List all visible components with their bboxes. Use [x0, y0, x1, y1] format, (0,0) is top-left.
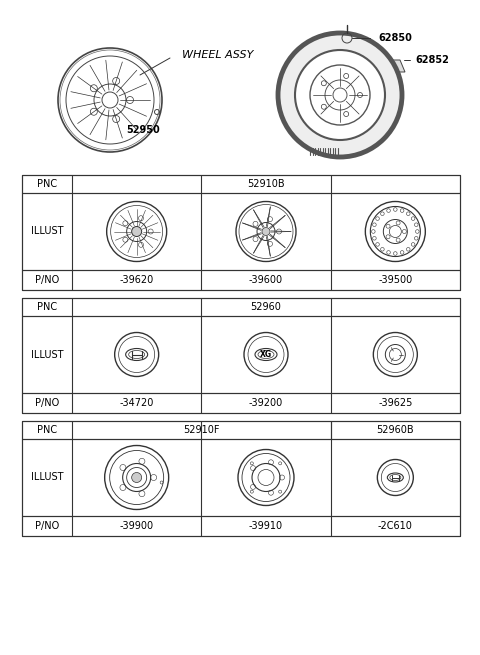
Text: -39200: -39200	[249, 398, 283, 408]
Text: ILLUST: ILLUST	[31, 227, 63, 236]
Bar	[22, 421, 460, 439]
Text: P/NO: P/NO	[35, 275, 59, 285]
Text: 52960: 52960	[251, 302, 281, 312]
Text: 52960B: 52960B	[376, 425, 414, 435]
Text: -34720: -34720	[120, 398, 154, 408]
Text: -39910: -39910	[249, 521, 283, 531]
Bar	[22, 270, 460, 290]
Text: XG: XG	[260, 350, 272, 359]
Text: -39600: -39600	[249, 275, 283, 285]
Text: 62850: 62850	[378, 33, 412, 43]
Text: PNC: PNC	[37, 425, 57, 435]
Bar	[22, 421, 460, 536]
Circle shape	[278, 33, 402, 157]
Circle shape	[132, 227, 142, 236]
Text: P/NO: P/NO	[35, 521, 59, 531]
Bar	[22, 439, 460, 516]
Text: 62852: 62852	[415, 55, 449, 65]
Text: -39620: -39620	[120, 275, 154, 285]
Circle shape	[262, 227, 270, 236]
Bar	[22, 175, 460, 193]
Bar	[22, 316, 460, 393]
Bar	[22, 193, 460, 270]
Bar	[22, 516, 460, 536]
Bar	[22, 298, 460, 413]
Text: WHEEL ASSY: WHEEL ASSY	[182, 50, 254, 60]
Text: -2C610: -2C610	[378, 521, 413, 531]
Text: -39625: -39625	[378, 398, 412, 408]
Text: ILLUST: ILLUST	[31, 472, 63, 483]
Text: 52910F: 52910F	[183, 425, 219, 435]
Circle shape	[295, 50, 385, 140]
Bar	[22, 393, 460, 413]
Text: 52910B: 52910B	[247, 179, 285, 189]
Bar	[22, 298, 460, 316]
Text: -39900: -39900	[120, 521, 154, 531]
Text: PNC: PNC	[37, 302, 57, 312]
Text: 52950: 52950	[126, 125, 160, 135]
Text: ILLUST: ILLUST	[31, 350, 63, 360]
Text: P/NO: P/NO	[35, 398, 59, 408]
Bar	[22, 175, 460, 290]
Polygon shape	[370, 60, 405, 72]
Text: PNC: PNC	[37, 179, 57, 189]
Text: -39500: -39500	[378, 275, 412, 285]
Circle shape	[132, 472, 142, 483]
